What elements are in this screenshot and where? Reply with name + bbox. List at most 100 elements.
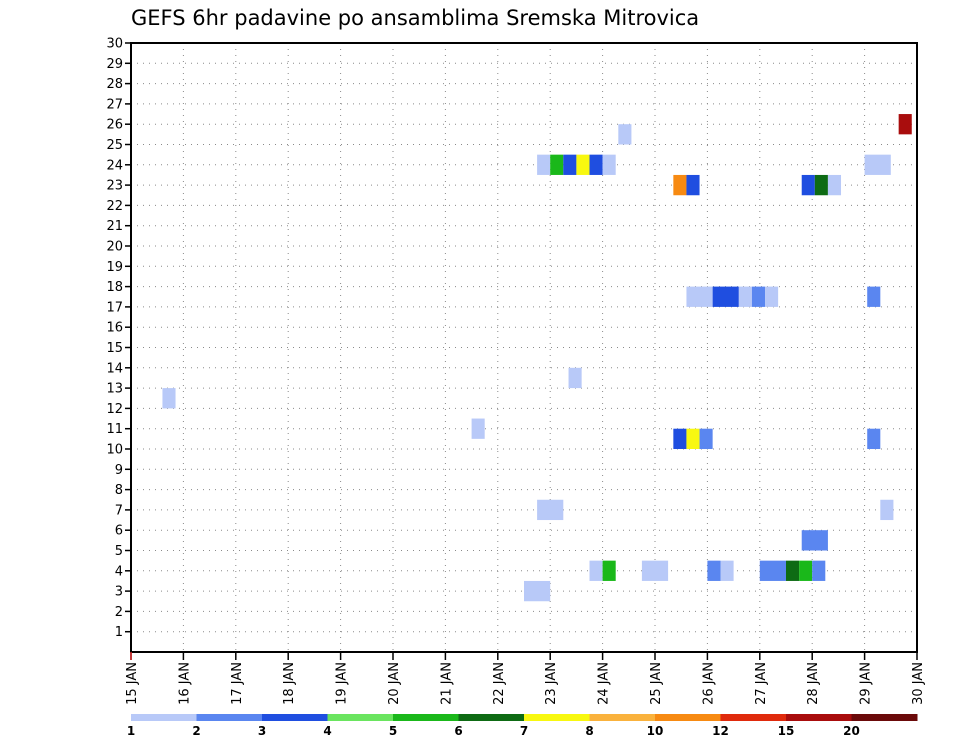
precip-cell xyxy=(618,124,632,145)
precip-cell xyxy=(814,174,828,196)
precip-cell xyxy=(738,286,752,307)
precip-cell xyxy=(686,286,713,307)
y-tick-label: 21 xyxy=(106,219,123,234)
precip-cell xyxy=(812,560,826,581)
precip-cell xyxy=(524,580,551,602)
precip-cell xyxy=(602,154,616,175)
x-tick-label: 20 JAN xyxy=(387,662,402,705)
y-tick-label: 10 xyxy=(106,443,123,458)
precip-cell xyxy=(602,560,616,581)
x-tick-label: 26 JAN xyxy=(701,662,716,705)
y-tick-label: 22 xyxy=(106,199,123,214)
legend-swatch xyxy=(327,714,394,721)
precip-cell xyxy=(686,174,700,196)
precip-cell xyxy=(568,367,582,389)
x-tick-label: 24 JAN xyxy=(597,662,612,705)
precip-cell xyxy=(759,560,786,581)
x-tick-label: 16 JAN xyxy=(177,662,192,705)
legend-swatch xyxy=(786,714,852,721)
y-tick-label: 27 xyxy=(106,97,123,112)
precip-cell xyxy=(867,428,881,449)
legend-swatch xyxy=(720,714,787,721)
precip-cell xyxy=(641,560,669,581)
x-tick-label: 30 JAN xyxy=(911,662,926,705)
legend-label: 8 xyxy=(585,724,593,738)
precip-cell xyxy=(799,560,813,581)
precip-cell xyxy=(537,154,551,175)
precip-cell xyxy=(673,174,687,196)
legend-swatch xyxy=(589,714,656,721)
y-tick-label: 26 xyxy=(106,118,123,133)
legend-swatch xyxy=(851,714,918,721)
legend-label: 5 xyxy=(389,724,397,738)
precip-cell xyxy=(720,560,734,581)
y-tick-label: 7 xyxy=(115,503,123,518)
y-axis: 1234567891011121314151617181920212223242… xyxy=(106,37,131,640)
y-tick-label: 1 xyxy=(115,625,123,640)
precip-cell xyxy=(898,114,912,135)
y-tick-label: 19 xyxy=(106,260,123,275)
y-tick-label: 9 xyxy=(115,463,123,478)
x-tick-label: 27 JAN xyxy=(754,662,769,705)
x-tick-label: 22 JAN xyxy=(492,662,507,705)
y-tick-label: 20 xyxy=(106,240,123,255)
precip-cell xyxy=(864,154,891,175)
x-tick-label: 19 JAN xyxy=(335,662,350,705)
legend-label: 12 xyxy=(712,724,729,738)
x-tick-label: 18 JAN xyxy=(282,662,297,705)
legend-swatch xyxy=(131,714,197,721)
precip-cell xyxy=(471,418,485,439)
legend-label: 15 xyxy=(778,724,795,738)
precip-cell xyxy=(712,286,739,307)
y-tick-label: 15 xyxy=(106,341,123,356)
precip-cell xyxy=(827,174,842,196)
precip-cell xyxy=(765,286,779,307)
precip-cell xyxy=(801,174,815,196)
precip-cell xyxy=(880,499,894,521)
x-tick-label: 28 JAN xyxy=(806,662,821,705)
legend-swatch xyxy=(524,714,590,721)
y-tick-label: 8 xyxy=(115,483,123,498)
legend-swatch xyxy=(655,714,721,721)
legend-swatch xyxy=(458,714,525,721)
precip-cell xyxy=(589,560,603,581)
precip-cell xyxy=(801,530,828,551)
x-tick-label: 25 JAN xyxy=(649,662,664,705)
y-tick-label: 25 xyxy=(106,138,123,153)
legend-swatch xyxy=(262,714,328,721)
precip-cell xyxy=(867,286,881,307)
x-tick-label: 15 JAN xyxy=(125,662,140,705)
data-cells xyxy=(162,114,912,602)
y-tick-label: 16 xyxy=(106,321,123,336)
y-tick-label: 30 xyxy=(106,37,123,52)
y-tick-label: 29 xyxy=(106,57,123,72)
precip-cell xyxy=(589,154,603,175)
legend-label: 7 xyxy=(520,724,528,738)
legend-label: 2 xyxy=(192,724,200,738)
precip-cell xyxy=(537,499,564,521)
precip-cell xyxy=(786,560,800,581)
precip-cell xyxy=(686,428,700,449)
y-tick-label: 18 xyxy=(106,280,123,295)
x-tick-label: 23 JAN xyxy=(544,662,559,705)
y-tick-label: 13 xyxy=(106,382,123,397)
y-tick-label: 2 xyxy=(115,605,123,620)
precip-cell xyxy=(699,428,713,449)
precip-cell xyxy=(162,388,176,409)
legend-swatch xyxy=(393,714,459,721)
y-tick-label: 28 xyxy=(106,77,123,92)
legend-label: 4 xyxy=(323,724,331,738)
y-tick-label: 17 xyxy=(106,300,123,315)
legend-label: 3 xyxy=(258,724,266,738)
y-tick-label: 6 xyxy=(115,524,123,539)
precip-cell xyxy=(751,286,766,307)
y-tick-label: 24 xyxy=(106,158,123,173)
x-tick-label: 17 JAN xyxy=(230,662,245,705)
legend-label: 6 xyxy=(454,724,462,738)
precip-cell xyxy=(563,154,577,175)
y-tick-label: 14 xyxy=(106,361,123,376)
legend: 1 2 3 4 5 6 7 8 10 12 15 20 xyxy=(127,714,918,738)
legend-label: 10 xyxy=(647,724,664,738)
x-tick-label: 21 JAN xyxy=(439,662,454,705)
